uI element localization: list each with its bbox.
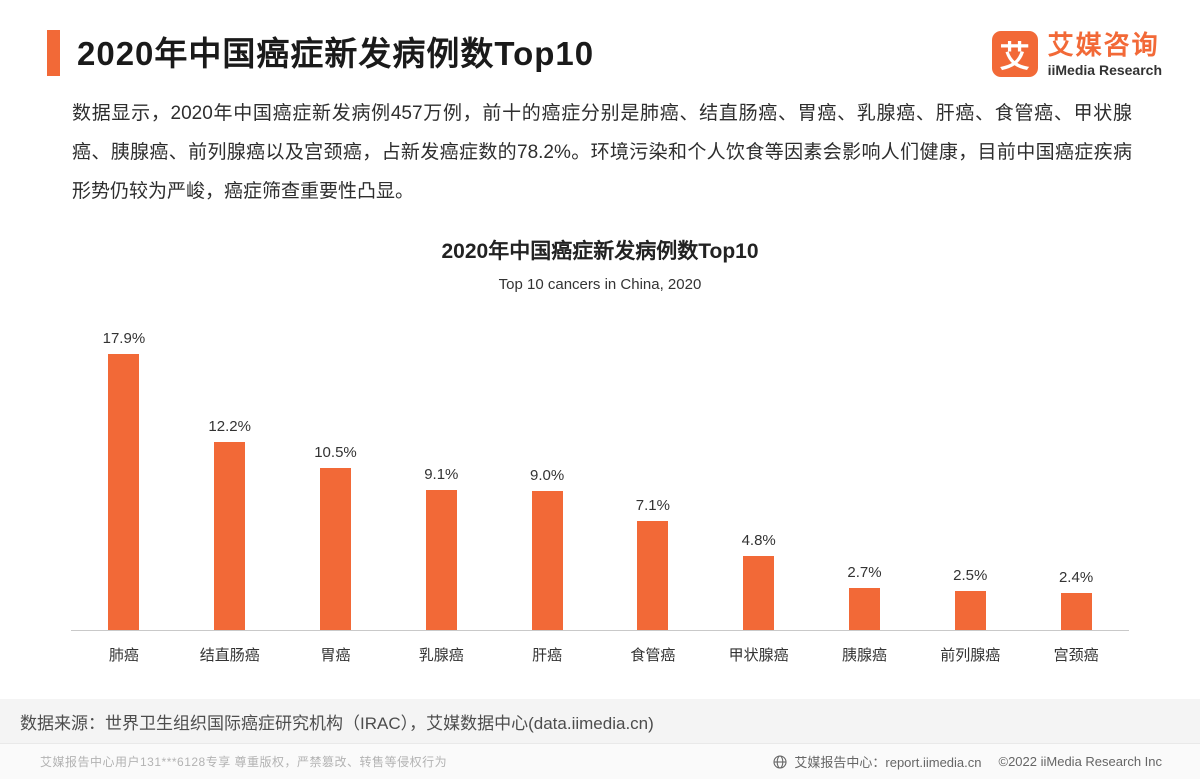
category-label: 宫颈癌	[1053, 647, 1099, 664]
chart-title: 2020年中国癌症新发病例数Top10	[441, 240, 759, 263]
intro-paragraph: 数据显示，2020年中国癌症新发病例457万例，前十的癌症分别是肺癌、结直肠癌、…	[72, 103, 1132, 202]
bar-value-label: 9.1%	[424, 466, 459, 483]
bar-group: 2.4%	[1023, 569, 1129, 630]
category-label: 结直肠癌	[199, 647, 260, 664]
category-label: 前列腺癌	[940, 647, 1001, 664]
bar-group: 9.0%	[494, 467, 600, 630]
bar-value-label: 9.0%	[529, 467, 565, 484]
bar	[531, 491, 563, 630]
bar	[637, 521, 669, 630]
bar-group: 9.1%	[388, 466, 494, 630]
bar	[214, 442, 246, 630]
chart-category-axis: 肺癌 结直肠癌 胃癌 乳腺癌 肝癌 食管癌 甲状腺癌 胰腺癌 前列腺癌 宫颈癌	[71, 644, 1129, 665]
chart-plot-area: 17.9% 12.2% 10.5% 9.1% 9.0% 7.1% 4.8% 2.7% 2.5% 2…	[71, 317, 1129, 631]
globe-icon	[773, 754, 787, 769]
bar	[848, 588, 880, 630]
bar	[425, 490, 457, 630]
brand-name: 艾媒咨询	[1047, 30, 1160, 60]
bar	[319, 468, 351, 630]
bar-value-label: 2.5%	[953, 567, 988, 584]
bar-value-label: 2.4%	[1058, 569, 1094, 586]
footer-right: 艾媒报告中心：report.iimedia.cn ©2022 iiMedia R…	[773, 752, 1162, 771]
title-accent-bar	[47, 30, 60, 76]
footer: 艾媒报告中心用户131***6128专享 尊重版权，严禁篡改、转售等侵权行为 艾…	[0, 743, 1200, 779]
category-label: 食管癌	[630, 647, 676, 664]
bar-chart: 17.9% 12.2% 10.5% 9.1% 9.0% 7.1% 4.8% 2.7% 2.5% 2…	[71, 317, 1129, 665]
bar-group: 17.9%	[71, 330, 177, 630]
data-source-note: 数据来源：世界卫生组织国际癌症研究机构（IRAC），艾媒数据中心(data.ii…	[0, 699, 1200, 743]
brand-logo-icon: 艾	[991, 31, 1038, 77]
category-label: 肺癌	[108, 647, 139, 664]
page-title: 2020年中国癌症新发病例数Top10	[77, 35, 595, 72]
bar	[954, 591, 986, 630]
bar-value-label: 10.5%	[314, 444, 357, 461]
bar-value-label: 12.2%	[208, 418, 251, 435]
bar-group: 12.2%	[177, 418, 283, 630]
bar-group: 7.1%	[600, 497, 706, 630]
category-label: 甲状腺癌	[728, 647, 789, 664]
bar	[108, 354, 140, 630]
bar-value-label: 7.1%	[635, 497, 670, 514]
footer-watermark: 艾媒报告中心用户131***6128专享 尊重版权，严禁篡改、转售等侵权行为	[40, 755, 448, 769]
footer-site-link: 艾媒报告中心：report.iimedia.cn	[794, 755, 982, 770]
footer-copyright: ©2022 iiMedia Research Inc	[998, 754, 1163, 769]
bar-value-label: 17.9%	[102, 330, 146, 347]
bar-group: 2.7%	[812, 564, 918, 630]
category-label: 胃癌	[320, 647, 351, 664]
chart-subtitle: Top 10 cancers in China, 2020	[498, 276, 702, 293]
header: 2020年中国癌症新发病例数Top10 艾 艾媒咨询 iiMedia Resea…	[0, 0, 1200, 78]
bar-group: 4.8%	[706, 532, 812, 630]
brand-text: 艾媒咨询 iiMedia Research	[1048, 30, 1162, 78]
bar	[1060, 593, 1092, 630]
bar-value-label: 4.8%	[741, 532, 776, 549]
category-label: 肝癌	[532, 647, 563, 664]
bar-value-label: 2.7%	[847, 564, 882, 581]
bar-group: 10.5%	[283, 444, 389, 630]
category-label: 胰腺癌	[841, 647, 887, 664]
brand-logo-group: 艾 艾媒咨询 iiMedia Research	[991, 30, 1162, 78]
bar-group: 2.5%	[917, 567, 1023, 630]
bar	[743, 556, 775, 630]
category-label: 乳腺癌	[418, 647, 464, 664]
brand-subtitle: iiMedia Research	[1047, 62, 1162, 78]
